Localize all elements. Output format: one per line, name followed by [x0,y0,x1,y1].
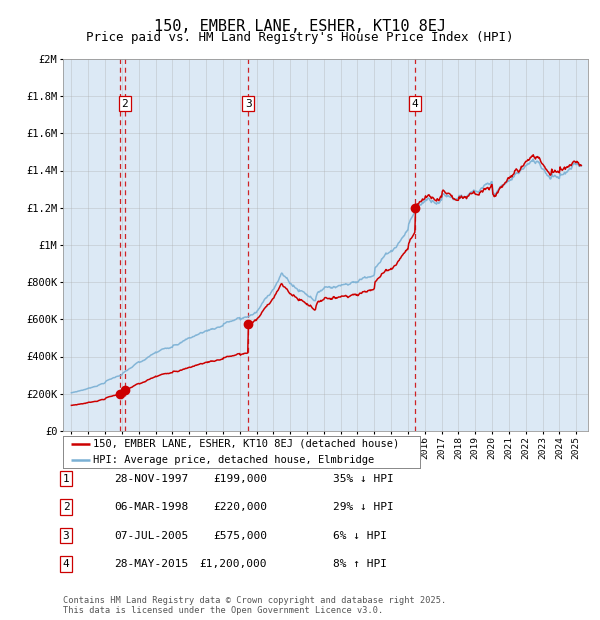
Text: Price paid vs. HM Land Registry's House Price Index (HPI): Price paid vs. HM Land Registry's House … [86,31,514,44]
Text: 150, EMBER LANE, ESHER, KT10 8EJ (detached house): 150, EMBER LANE, ESHER, KT10 8EJ (detach… [94,439,400,449]
Text: 3: 3 [245,99,251,108]
Text: HPI: Average price, detached house, Elmbridge: HPI: Average price, detached house, Elmb… [94,455,374,465]
Text: 8% ↑ HPI: 8% ↑ HPI [333,559,387,569]
Text: 06-MAR-1998: 06-MAR-1998 [114,502,188,512]
Text: 28-MAY-2015: 28-MAY-2015 [114,559,188,569]
Text: £220,000: £220,000 [213,502,267,512]
Text: Contains HM Land Registry data © Crown copyright and database right 2025.
This d: Contains HM Land Registry data © Crown c… [63,596,446,615]
Text: 2: 2 [122,99,128,108]
Text: £1,200,000: £1,200,000 [199,559,267,569]
Text: 3: 3 [62,531,70,541]
Text: 1: 1 [62,474,70,484]
Text: 35% ↓ HPI: 35% ↓ HPI [333,474,394,484]
Text: 6% ↓ HPI: 6% ↓ HPI [333,531,387,541]
Text: 4: 4 [412,99,418,108]
Text: 28-NOV-1997: 28-NOV-1997 [114,474,188,484]
Text: 2: 2 [62,502,70,512]
Text: £199,000: £199,000 [213,474,267,484]
Text: 07-JUL-2005: 07-JUL-2005 [114,531,188,541]
Text: 29% ↓ HPI: 29% ↓ HPI [333,502,394,512]
Text: £575,000: £575,000 [213,531,267,541]
Text: 150, EMBER LANE, ESHER, KT10 8EJ: 150, EMBER LANE, ESHER, KT10 8EJ [154,19,446,33]
Text: 4: 4 [62,559,70,569]
